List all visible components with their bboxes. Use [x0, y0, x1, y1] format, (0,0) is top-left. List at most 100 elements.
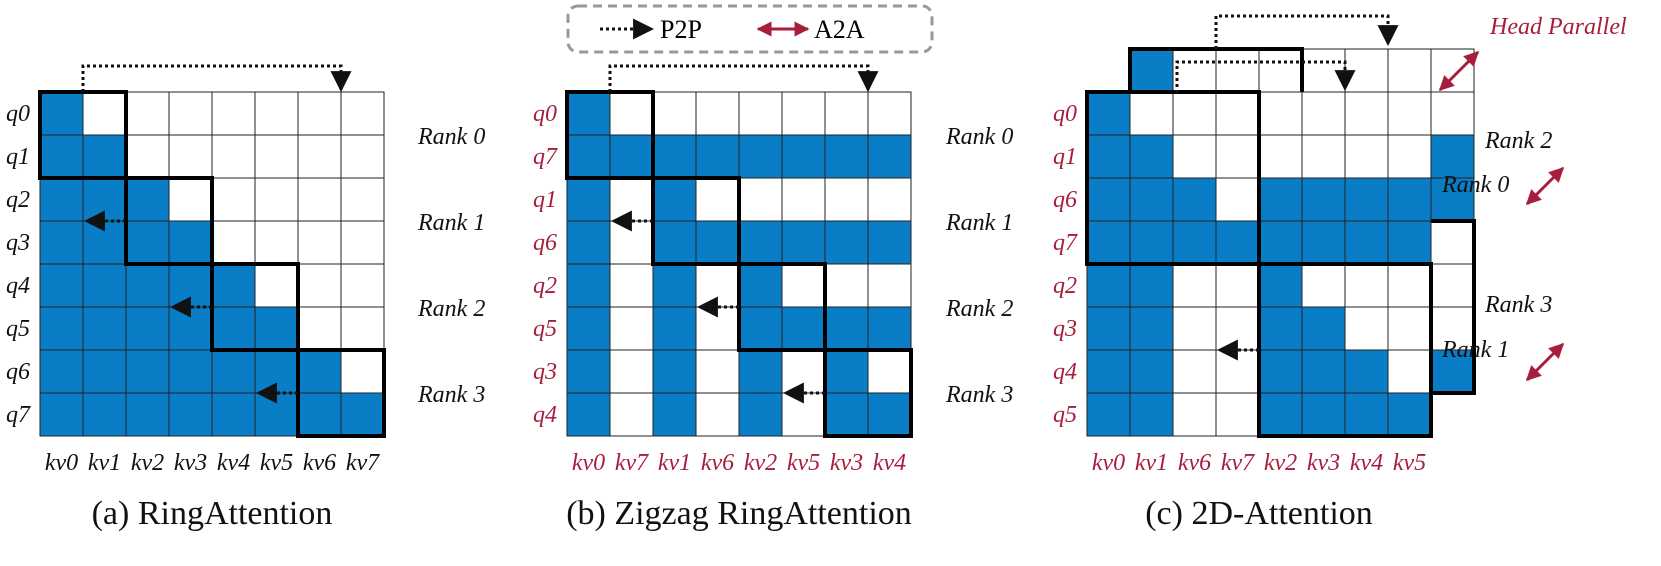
grid-cell: [254, 263, 299, 308]
col-label: kv0: [1092, 450, 1125, 476]
rank-label: Rank 0: [1441, 172, 1509, 198]
back-grid-cell: [1172, 48, 1217, 93]
grid-cell: [1172, 220, 1217, 265]
grid-cell: [566, 263, 611, 308]
grid-cell: [824, 134, 869, 179]
grid-cell: [1344, 177, 1389, 222]
back-grid-cell: [1430, 91, 1475, 136]
col-label: kv3: [830, 450, 863, 476]
grid-cell: [168, 177, 213, 222]
grid-cell: [1301, 134, 1346, 179]
grid-cell: [168, 220, 213, 265]
grid-cell: [254, 220, 299, 265]
col-label: kv7: [615, 450, 649, 476]
grid-cell: [867, 91, 912, 136]
grid-cell: [738, 392, 783, 437]
back-grid-cell: [1430, 263, 1475, 308]
rank-label: Rank 3: [945, 382, 1013, 408]
grid-cell: [566, 134, 611, 179]
grid-cell: [824, 220, 869, 265]
grid-cell: [1258, 177, 1303, 222]
grid-cell: [1215, 306, 1260, 351]
a2a-arrow-upper: [1525, 166, 1565, 206]
rank-block: [1085, 90, 1261, 266]
grid-cell: [824, 349, 869, 394]
row-label: q4: [1053, 359, 1077, 385]
grid-cell: [1129, 263, 1174, 308]
grid-cell: [340, 91, 385, 136]
row-label: q0: [533, 101, 557, 127]
grid-cell: [82, 220, 127, 265]
col-label: kv1: [88, 450, 121, 476]
grid-cell: [254, 177, 299, 222]
grid-cell: [1344, 220, 1389, 265]
grid-cell: [609, 177, 654, 222]
row-label: q2: [1053, 273, 1077, 299]
grid-cell: [695, 306, 740, 351]
col-label: kv2: [1264, 450, 1297, 476]
grid-cell: [125, 134, 170, 179]
grid-cell: [168, 349, 213, 394]
p2p-arrow: [1175, 60, 1356, 93]
rank-label: Rank 3: [417, 382, 485, 408]
grid-cell: [39, 349, 84, 394]
grid-cell: [566, 91, 611, 136]
grid-cell: [1215, 177, 1260, 222]
grid-cell: [1387, 134, 1432, 179]
row-label: q3: [533, 359, 557, 385]
panel-ring-attention: q0 q1 q2 q3 q4 q5 q6 q7 kv0 kv1 kv2 kv3 kv4 kv5 kv6 kv7…: [6, 64, 485, 532]
grid-cell: [1301, 91, 1346, 136]
grid-cell: [1258, 306, 1303, 351]
grid-cell: [738, 91, 783, 136]
row-label: q6: [1053, 187, 1077, 213]
row-label: q4: [533, 402, 557, 428]
grid-cell: [695, 134, 740, 179]
row-label: q6: [533, 230, 557, 256]
row-label: q7: [1053, 230, 1078, 256]
grid-cell: [1258, 134, 1303, 179]
grid-cell: [340, 134, 385, 179]
row-label: q1: [1053, 144, 1077, 170]
grid-cell: [781, 263, 826, 308]
grid-cell: [1258, 220, 1303, 265]
row-label: q7: [6, 402, 31, 428]
row-label: q3: [1053, 316, 1077, 342]
grid-cell: [1172, 91, 1217, 136]
grid-cell: [867, 220, 912, 265]
grid-cell: [211, 392, 256, 437]
grid-cell: [1215, 263, 1260, 308]
grid-cell: [652, 306, 697, 351]
grid-cell: [125, 220, 170, 265]
grid-cell: [82, 263, 127, 308]
row-label: q0: [1053, 101, 1077, 127]
grid-cell: [1215, 392, 1260, 437]
rank-label: Rank 0: [945, 124, 1013, 150]
grid-cell: [1387, 306, 1432, 351]
grid-cell: [168, 306, 213, 351]
grid-cell: [1301, 349, 1346, 394]
grid-cell: [1344, 91, 1389, 136]
grid-cell: [168, 91, 213, 136]
row-label: q1: [6, 144, 30, 170]
col-label: kv4: [1350, 450, 1383, 476]
grid-cell: [1172, 134, 1217, 179]
grid-cell: [1129, 134, 1174, 179]
panel-caption: (c) 2D-Attention: [1145, 495, 1373, 532]
row-label: q3: [6, 230, 30, 256]
a2a-arrow-lower: [1525, 342, 1565, 382]
grid-cell: [867, 349, 912, 394]
grid-cell: [695, 91, 740, 136]
grid-cell: [1301, 220, 1346, 265]
row-label: q0: [6, 101, 30, 127]
back-grid-cell: [1258, 48, 1303, 93]
row-label: q7: [533, 144, 558, 170]
grid-cell: [1301, 306, 1346, 351]
grid-cell: [652, 220, 697, 265]
grid-cell: [652, 349, 697, 394]
grid-cell: [1344, 349, 1389, 394]
grid-cell: [82, 306, 127, 351]
grid-cell: [211, 91, 256, 136]
grid-cell: [1387, 91, 1432, 136]
legend-box: [566, 4, 934, 54]
grid-cell: [1086, 91, 1131, 136]
